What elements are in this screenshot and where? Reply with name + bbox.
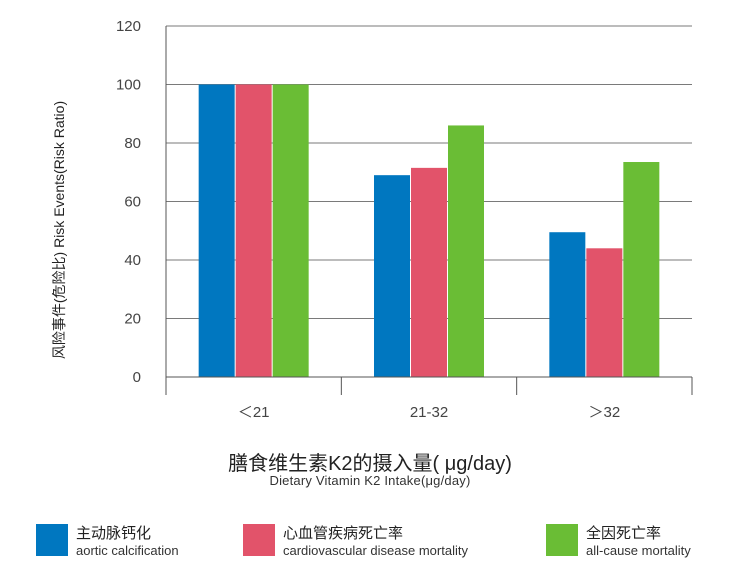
legend: 主动脉钙化 aortic calcification 心血管疾病死亡率 card… xyxy=(0,522,740,562)
bar xyxy=(448,125,484,377)
bar xyxy=(198,84,235,377)
axes xyxy=(165,26,693,395)
legend-label-english: all-cause mortality xyxy=(586,543,691,558)
legend-label-english: aortic calcification xyxy=(76,543,179,558)
y-tick-label: 100 xyxy=(116,77,141,94)
bar xyxy=(549,232,586,377)
bar-chart: 0 20 40 60 80 100 120 ＜21 21-32 ＞32 风险事件(危险比) Ris… xyxy=(51,18,693,421)
x-axis-label: 膳食维生素K2的摄入量( μg/day) xyxy=(228,453,512,475)
legend-swatch xyxy=(36,524,68,556)
bar xyxy=(411,167,447,377)
y-tick-label: 120 xyxy=(116,18,141,35)
bar xyxy=(272,84,309,377)
bar xyxy=(235,84,272,377)
tick-labels: 0 20 40 60 80 100 120 ＜21 21-32 ＞32 xyxy=(116,18,620,421)
y-axis-label: 风险事件(危险比) Risk Events(Risk Ratio) xyxy=(51,101,67,359)
legend-swatch xyxy=(546,524,578,556)
x-tick-label: ＜21 xyxy=(238,404,270,421)
legend-label: 主动脉钙化 xyxy=(76,525,152,542)
bar xyxy=(374,175,410,377)
y-tick-label: 60 xyxy=(124,194,141,211)
legend-label-english: cardiovascular disease mortality xyxy=(283,543,468,558)
bar xyxy=(623,162,660,377)
y-tick-label: 40 xyxy=(124,252,141,269)
x-tick-label: 21-32 xyxy=(410,404,448,421)
x-axis-label-english: Dietary Vitamin K2 Intake(μg/day) xyxy=(269,473,471,488)
x-tick-label: ＞32 xyxy=(588,404,620,421)
y-tick-label: 20 xyxy=(124,311,141,328)
y-tick-label: 0 xyxy=(133,369,141,386)
y-tick-label: 80 xyxy=(124,135,141,152)
legend-label: 心血管疾病死亡率 xyxy=(283,525,404,542)
bar xyxy=(586,248,623,377)
legend-label: 全因死亡率 xyxy=(586,525,662,542)
legend-swatch xyxy=(243,524,275,556)
bars xyxy=(198,84,660,377)
